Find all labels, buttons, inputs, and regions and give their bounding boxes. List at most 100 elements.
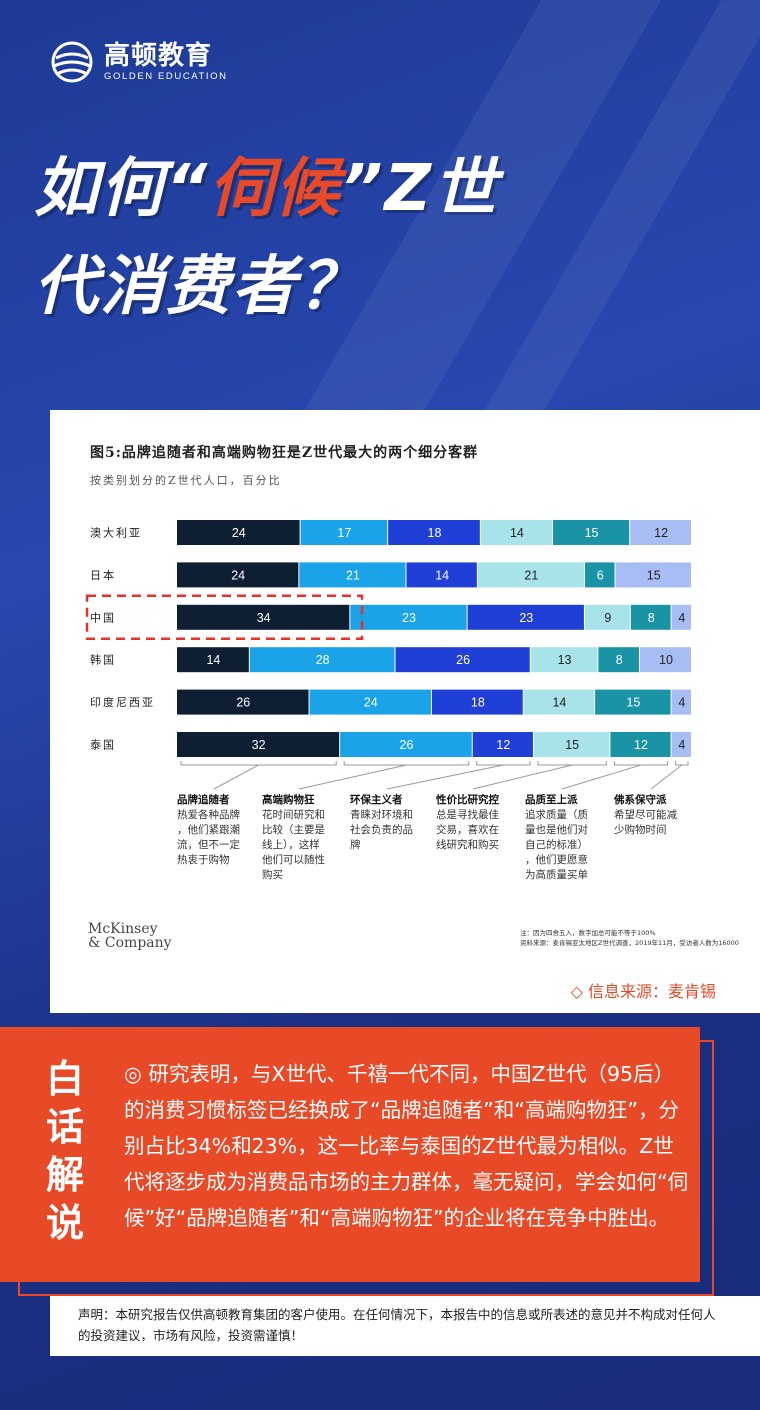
bar-segment [249,647,395,673]
data-label: 14 [552,696,566,710]
bracket-line [343,761,470,766]
legend-desc-line: ，他们紧跟潮 [177,823,240,836]
category-label: 印度尼西亚 [90,695,155,709]
explain-label-char: 说 [45,1201,84,1245]
legend-desc-line: 比较（主要是 [262,823,325,836]
category-label: 澳大利亚 [90,526,142,540]
bar-segment [431,689,523,715]
bar-segment [598,647,639,673]
legend-heading: 品质至上派 [525,793,578,806]
data-label: 34 [257,611,271,625]
legend-heading: 性价比研究控 [436,793,499,806]
bar-segment [530,647,598,673]
bar-segment [395,647,530,673]
bar-segment [595,689,671,715]
data-label: 17 [337,526,351,540]
category-label: 日本 [90,568,116,582]
chart-subtitle: 按类别划分的Z世代人口，百分比 [90,474,282,487]
mckinsey-logo: McKinsey & Company [88,922,172,950]
legend-desc-line: 希望尽可能减 [614,808,677,821]
data-label: 12 [496,738,510,752]
data-label: 21 [524,568,538,582]
data-label: 26 [400,738,414,752]
bar-segment [177,562,299,588]
data-label: 14 [206,653,220,667]
mckinsey-line1: McKinsey [88,921,158,937]
legend-desc-line: 总是寻找最佳 [436,808,499,821]
bar-segment [300,520,388,545]
title-part1: 如何“ [34,152,210,226]
explain-label-char: 话 [45,1105,84,1149]
explain-label-char: 解 [45,1153,84,1197]
data-label: 4 [678,611,685,625]
connector-line [213,764,259,790]
bar-segment [639,647,691,673]
category-label: 中国 [90,611,116,624]
legend-heading: 环保主义者 [350,793,403,806]
bar-segment [472,732,533,757]
legend-desc-line: 线上），这样 [262,838,320,851]
data-label: 4 [678,696,685,710]
bar-segment [671,604,691,630]
title-line2: 代消费者？ [34,250,364,324]
mckinsey-line2: & Company [88,935,172,951]
legend-heading: 品牌追随者 [177,793,230,806]
legend-desc-line: 牌 [350,838,361,851]
brand-name-en: GOLDEN EDUCATION [104,70,228,82]
data-label: 24 [364,696,378,710]
bar-segment [552,520,630,545]
connector-line [298,764,407,790]
legend-desc-line: 他们可以随性 [262,853,325,866]
bar-segment [340,732,472,757]
legend-desc-line: 购买 [262,868,283,881]
data-label: 6 [597,568,604,582]
bar-segment [671,689,691,715]
bar-segment [177,604,350,630]
legend-desc-line: 热衷于购物 [177,853,230,866]
explain-text: ◎ 研究表明，与X世代、千禧一代不同，中国Z世代（95后）的消费习惯标签已经换成… [124,1062,689,1230]
data-label: 4 [678,738,685,752]
chart-note: 注：因为四舍五入，数字加总可能不等于100% [520,929,656,937]
bar-segment [177,647,249,673]
bar-segment [388,520,480,545]
bar-segment [467,604,584,630]
data-label: 14 [510,526,524,540]
bar-segment [523,689,595,715]
legend-heading: 高端购物狂 [262,793,315,806]
bar-segment [350,604,467,630]
data-label: 14 [435,568,449,582]
legend-desc-line: 热爱各种品牌 [177,808,240,821]
bar-segment [309,689,431,715]
brand-name-cn: 高顿教育 [104,40,213,71]
data-label: 12 [634,738,648,752]
legend-desc-line: 为高质量买单 [525,868,588,881]
brand-logo: 高顿教育 GOLDEN EDUCATION [48,38,228,86]
bar-segment [177,689,309,715]
data-label: 15 [585,526,599,540]
legend-desc-line: 花时间研究和 [262,808,325,821]
explain-label-char: 白 [45,1057,84,1101]
data-label: 18 [471,696,485,710]
connector-line [472,764,573,790]
bracket-line [180,761,337,766]
data-label: 23 [402,611,416,625]
stacked-bar-chart: 澳大利亚 24 17 18 14 15 12 日本 24 21 14 21 6 15 中国 34 23 23 9 8 4… [85,520,691,881]
data-label: 21 [346,568,360,582]
chart-notes: 注：因为四舍五入，数字加总可能不等于100% 资料来源：麦肯锡亚太地区Z世代调查… [520,928,740,948]
connector-line [386,764,504,790]
bar-segment [630,520,691,545]
data-label: 23 [519,611,533,625]
title-highlight: 伺候 [209,152,342,226]
bar-segment [406,562,477,588]
data-label: 15 [626,696,640,710]
data-label: 26 [456,653,470,667]
data-label: 9 [604,611,611,625]
highlight-box [85,594,364,641]
data-label: 24 [232,526,246,540]
legend-desc-line: ，他们更愿意 [525,853,588,866]
bar-segment [477,562,584,588]
bracket-line [675,761,689,766]
connector-line [650,764,683,790]
bar-segment [584,604,630,630]
bar-segment [480,520,552,545]
